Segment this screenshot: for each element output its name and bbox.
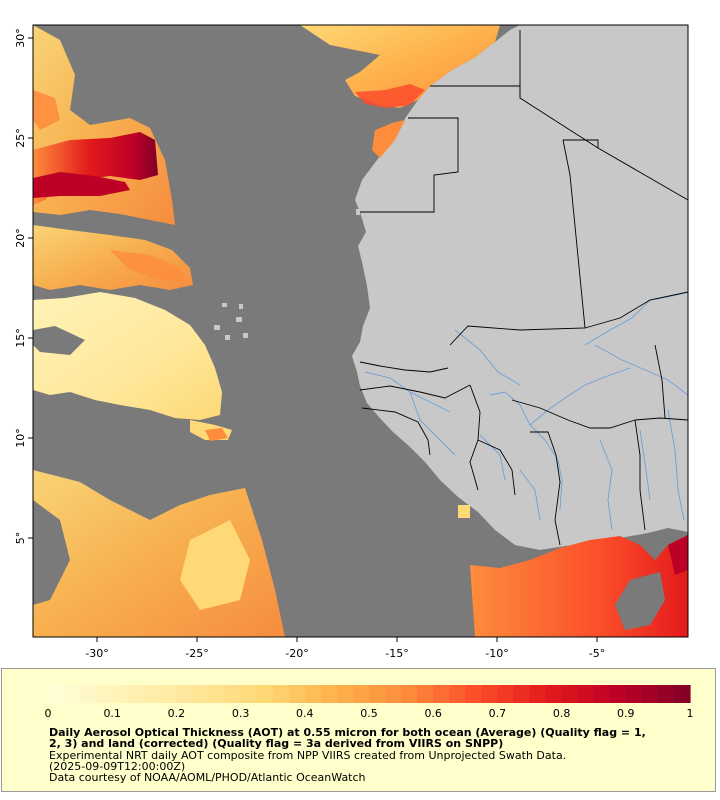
colorbar-swatch (625, 685, 643, 703)
lon-tick-label: -15° (385, 647, 408, 660)
legend-panel: 0 0.1 0.2 0.3 0.4 0.5 0.6 0.7 0.8 0.9 1 Daily Aero… (1, 668, 716, 792)
colorbar-swatch (417, 685, 434, 703)
lat-tick-label: 10° (14, 428, 27, 448)
lon-tick-label: -10° (485, 647, 508, 660)
aot-central-plume (33, 225, 193, 290)
colorbar-swatch (320, 685, 338, 703)
colorbar-tick-label: 0.8 (553, 707, 571, 720)
country-borders (356, 30, 688, 546)
colorbar-swatch (336, 685, 354, 703)
colorbar-swatch (272, 685, 290, 703)
colorbar-swatch (352, 685, 370, 703)
legend-credit: Data courtesy of NOAA/AOML/PHOD/Atlantic… (49, 771, 366, 784)
colorbar-swatch (160, 685, 177, 703)
lat-tick-label: 30° (14, 28, 27, 48)
aot-map: 30° 25° 20° 15° 10° 5° -30° -25° -20° -1… (14, 24, 689, 660)
colorbar-swatch (433, 685, 450, 703)
colorbar-swatch (128, 685, 145, 703)
aot-coastal-plume (300, 25, 500, 158)
colorbar-tick-label: 0.7 (489, 707, 507, 720)
colorbar-swatch (112, 685, 129, 703)
colorbar-swatch (176, 685, 194, 703)
colorbar (48, 685, 691, 703)
colorbar-swatch (577, 685, 595, 703)
legend-title-line2: 2, 3) and land (corrected) (Quality flag… (49, 737, 504, 750)
africa-landmass (352, 25, 688, 550)
aot-southwest-swath (33, 470, 285, 637)
colorbar-swatch (673, 685, 691, 703)
colorbar-tick-label: 0.3 (232, 707, 250, 720)
lat-tick-label: 5° (14, 532, 27, 545)
colorbar-swatch (48, 685, 65, 703)
colorbar-tick-label: 0.5 (360, 707, 378, 720)
colorbar-swatch (465, 685, 482, 703)
legend-title-line1: Daily Aerosol Optical Thickness (AOT) at… (49, 726, 646, 739)
colorbar-tick-label: 0.9 (617, 707, 635, 720)
colorbar-swatch (385, 685, 402, 703)
colorbar-swatch (64, 685, 81, 703)
lon-tick-label: -20° (285, 647, 308, 660)
aot-south-plume (33, 292, 232, 441)
colorbar-swatch (513, 685, 531, 703)
colorbar-swatch (224, 685, 242, 703)
lat-axis (28, 37, 33, 539)
colorbar-swatch (369, 685, 386, 703)
colorbar-swatch (545, 685, 563, 703)
colorbar-swatch (144, 685, 161, 703)
islands (214, 209, 360, 340)
aot-gulf-of-guinea (458, 505, 688, 637)
colorbar-swatch (240, 685, 258, 703)
colorbar-swatch (401, 685, 418, 703)
colorbar-swatch (288, 685, 306, 703)
colorbar-labels: 0 0.1 0.2 0.3 0.4 0.5 0.6 0.7 0.8 0.9 1 (45, 707, 694, 720)
colorbar-swatch (657, 685, 675, 703)
colorbar-swatch (192, 685, 210, 703)
lon-tick-label: -30° (85, 647, 108, 660)
colorbar-swatch (96, 685, 113, 703)
colorbar-tick-label: 1 (687, 707, 694, 720)
legend-description-line1: Experimental NRT daily AOT composite fro… (49, 749, 567, 762)
colorbar-swatch (561, 685, 579, 703)
colorbar-tick-label: 0.4 (296, 707, 314, 720)
colorbar-swatch (80, 685, 97, 703)
colorbar-swatch (609, 685, 627, 703)
colorbar-tick-label: 0.6 (424, 707, 442, 720)
colorbar-swatch (449, 685, 466, 703)
colorbar-swatch (481, 685, 498, 703)
rivers (364, 291, 688, 531)
colorbar-swatch (497, 685, 515, 703)
colorbar-swatch (529, 685, 547, 703)
map-border (32, 24, 689, 638)
colorbar-tick-label: 0 (45, 707, 52, 720)
colorbar-swatch (208, 685, 226, 703)
colorbar-swatch (593, 685, 611, 703)
colorbar-tick-label: 0.1 (103, 707, 121, 720)
lon-tick-label: -25° (185, 647, 208, 660)
colorbar-swatch (641, 685, 659, 703)
lat-tick-label: 15° (14, 328, 27, 348)
legend-description-line2: (2025-09-09T12:00:00Z) (49, 760, 186, 773)
lat-tick-label: 20° (14, 228, 27, 248)
colorbar-swatch (304, 685, 322, 703)
lon-axis (96, 637, 598, 642)
colorbar-swatch (256, 685, 274, 703)
aot-north-plume (33, 25, 175, 225)
lat-tick-label: 25° (14, 128, 27, 148)
colorbar-tick-label: 0.2 (168, 707, 186, 720)
lon-tick-label: -5° (589, 647, 605, 660)
